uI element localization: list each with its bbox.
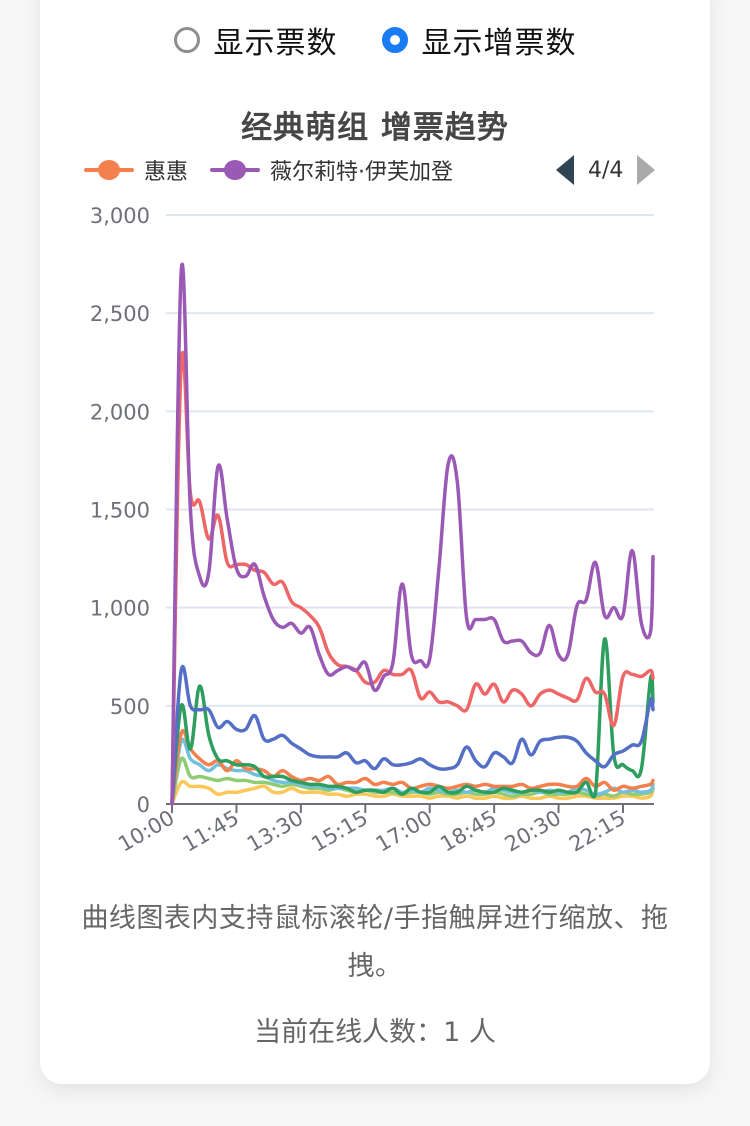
x-axis-tick-label: 13:30 [243, 806, 307, 857]
legend-item-huihui[interactable]: 惠惠 [84, 154, 188, 186]
x-axis-tick-label: 22:15 [565, 806, 629, 857]
radio-show-vote-increase[interactable]: 显示增票数 [381, 18, 577, 62]
y-axis-tick-label: 2,500 [90, 302, 150, 326]
chart-legend: 惠惠 薇尔莉特·伊芙加登 [84, 152, 453, 188]
y-axis-tick-label: 0 [137, 793, 150, 817]
x-axis-tick-label: 18:45 [436, 806, 500, 857]
x-axis-tick-label: 17:00 [372, 806, 436, 857]
series-line[interactable] [170, 262, 655, 806]
series-line[interactable] [170, 665, 655, 806]
chart-title: 经典萌组 增票趋势 [241, 110, 509, 146]
x-axis-tick-label: 20:30 [501, 806, 565, 857]
y-axis-tick-label: 2,000 [90, 400, 150, 424]
legend-prev-page-icon[interactable] [556, 155, 574, 185]
chart-card [40, 0, 710, 1084]
online-count-text: 当前在线人数：1 人 [254, 1017, 496, 1048]
y-axis-tick-label: 500 [110, 695, 150, 719]
radio-show-votes[interactable]: 显示票数 [173, 18, 338, 62]
legend-pager: 4/4 [556, 155, 656, 185]
x-axis-tick-label: 15:15 [307, 806, 371, 857]
legend-page-indicator: 4/4 [588, 157, 624, 183]
series-line[interactable] [170, 779, 655, 806]
radio-label: 显示票数 [213, 26, 338, 61]
zoom-hint-text: 曲线图表内支持鼠标滚轮/手指触屏进行缩放、拖拽。 [81, 903, 669, 982]
legend-label: 薇尔莉特·伊芙加登 [270, 160, 454, 185]
y-axis-tick-label: 1,500 [90, 499, 150, 523]
radio-unchecked-icon[interactable] [173, 27, 200, 53]
legend-line-dot-icon [84, 160, 134, 180]
radio-checked-icon[interactable] [381, 27, 408, 53]
legend-label: 惠惠 [144, 160, 189, 185]
y-axis-tick-label: 3,000 [90, 204, 150, 228]
radio-label: 显示增票数 [421, 26, 577, 61]
series-line[interactable] [170, 637, 655, 806]
legend-item-violet[interactable]: 薇尔莉特·伊芙加登 [210, 154, 453, 186]
legend-next-page-icon[interactable] [637, 155, 656, 185]
display-mode-radio-group: 显示票数 显示增票数 [0, 18, 750, 62]
y-axis-tick-label: 1,000 [90, 597, 150, 621]
legend-line-dot-icon [210, 160, 261, 180]
x-axis-tick-label: 11:45 [179, 806, 243, 857]
